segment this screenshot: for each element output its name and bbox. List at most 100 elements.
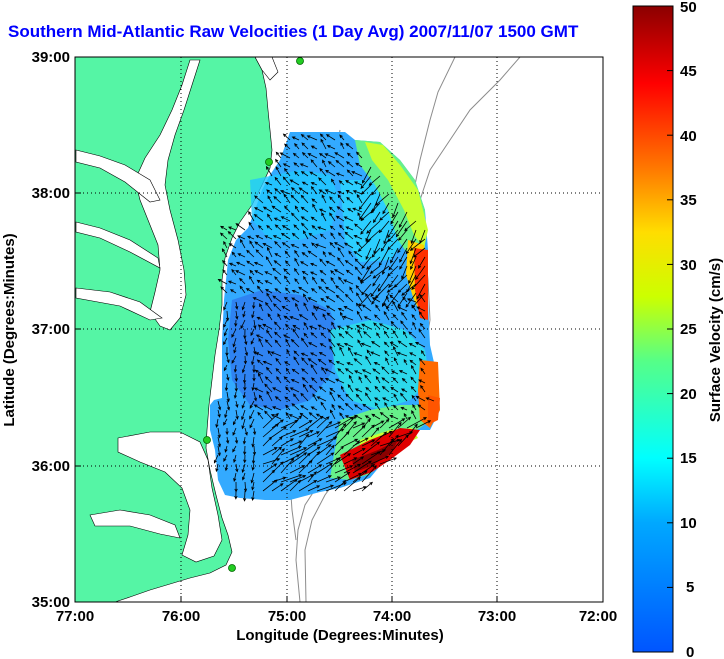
velocity-vector: [374, 402, 381, 411]
velocity-vector: [318, 208, 327, 213]
velocity-vector: [361, 369, 372, 375]
velocity-vector: [289, 428, 310, 438]
velocity-vector: [321, 366, 327, 375]
velocity-vector: [371, 292, 381, 305]
velocity-vector: [226, 355, 230, 364]
delaware-bay: [254, 57, 279, 81]
velocity-vector: [318, 189, 327, 195]
velocity-vector: [241, 409, 246, 421]
velocity-vector: [329, 196, 336, 204]
velocity-vector: [295, 302, 300, 312]
velocity-vector: [307, 415, 324, 429]
velocity-vector: [255, 235, 264, 240]
velocity-vector: [379, 437, 395, 456]
velocity-vector: [358, 193, 372, 211]
velocity-vector: [289, 475, 307, 483]
velocity-vector: [217, 400, 222, 411]
velocity-vector: [288, 414, 300, 420]
velocity-vector: [361, 441, 381, 456]
velocity-vector: [266, 292, 273, 303]
velocity-vector: [274, 240, 282, 249]
pamlico-sound: [117, 431, 223, 563]
velocity-vector: [388, 418, 406, 429]
velocity-vector: [228, 262, 237, 267]
velocity-vector: [246, 235, 255, 240]
velocity-vector: [409, 238, 426, 251]
velocity-vector: [289, 447, 308, 456]
velocity-vector: [385, 357, 390, 366]
velocity-vector: [316, 484, 334, 492]
velocity-vector: [361, 283, 372, 296]
velocity-vector: [383, 229, 390, 245]
velocity-vector: [409, 359, 417, 366]
velocity-vector: [335, 285, 345, 294]
velocity-vector: [352, 425, 366, 438]
velocity-vector: [375, 304, 381, 312]
velocity-vector: [273, 217, 282, 222]
velocity-vector: [280, 216, 291, 222]
velocity-vector: [357, 329, 363, 339]
velocity-vector: [311, 225, 318, 231]
velocity-vector: [348, 250, 354, 258]
velocity-vector: [251, 382, 255, 392]
velocity-vector: [371, 413, 381, 420]
velocity-vector: [262, 412, 279, 429]
velocity-vector: [300, 216, 309, 222]
velocity-vector: [392, 377, 399, 384]
colorbar-tick-label: 40: [680, 128, 697, 145]
velocity-vector: [418, 379, 426, 384]
velocity-vector: [266, 329, 273, 339]
velocity-vector: [233, 391, 238, 399]
velocity-vector: [243, 382, 247, 391]
velocity-vector: [256, 316, 264, 321]
velocity-vector: [262, 436, 273, 447]
velocity-vector: [420, 384, 426, 393]
velocity-vector: [389, 294, 399, 303]
velocity-vector: [249, 409, 255, 420]
velocity-vector: [335, 378, 345, 384]
velocity-vector: [374, 397, 381, 402]
velocity-vector: [370, 351, 381, 357]
velocity-vector: [280, 438, 294, 447]
velocity-vector: [419, 322, 426, 330]
velocity-vector: [329, 225, 336, 231]
velocity-vector: [408, 265, 417, 285]
y-tick-label: 35:00: [32, 594, 70, 611]
velocity-vector: [294, 143, 300, 150]
velocity-vector: [365, 247, 372, 260]
velocity-vector: [335, 215, 345, 222]
velocity-vector: [316, 452, 335, 465]
river: [75, 149, 161, 203]
velocity-vector: [356, 324, 363, 330]
velocity-vector: [373, 238, 381, 255]
velocity-vector: [301, 270, 309, 276]
velocity-vector: [340, 385, 345, 393]
velocity-vector: [412, 404, 417, 411]
velocity-vector: [290, 187, 300, 195]
velocity-vector: [406, 423, 418, 438]
velocity-vector: [226, 400, 231, 411]
velocity-vector: [285, 386, 291, 393]
velocity-vector: [300, 352, 309, 357]
velocity-vector: [398, 370, 408, 375]
velocity-vector: [346, 161, 354, 168]
velocity-vector: [253, 319, 257, 330]
velocity-vector: [281, 225, 291, 231]
velocity-vector: [257, 224, 264, 231]
velocity-vector: [235, 400, 239, 408]
velocity-vector: [352, 485, 367, 492]
velocity-vector: [231, 355, 237, 364]
velocity-vector: [343, 415, 357, 429]
velocity-vector: [225, 346, 229, 357]
velocity-vector: [357, 212, 363, 222]
velocity-vector: [325, 476, 341, 483]
velocity-vector: [272, 235, 282, 240]
velocity-vector: [256, 279, 264, 285]
velocity-vector: [381, 256, 390, 276]
velocity-vector: [339, 134, 345, 141]
velocity-vector: [344, 330, 354, 339]
velocity-vector: [265, 165, 273, 177]
velocity-vector: [255, 249, 264, 258]
velocity-vector: [253, 387, 264, 393]
velocity-vector: [401, 377, 408, 384]
